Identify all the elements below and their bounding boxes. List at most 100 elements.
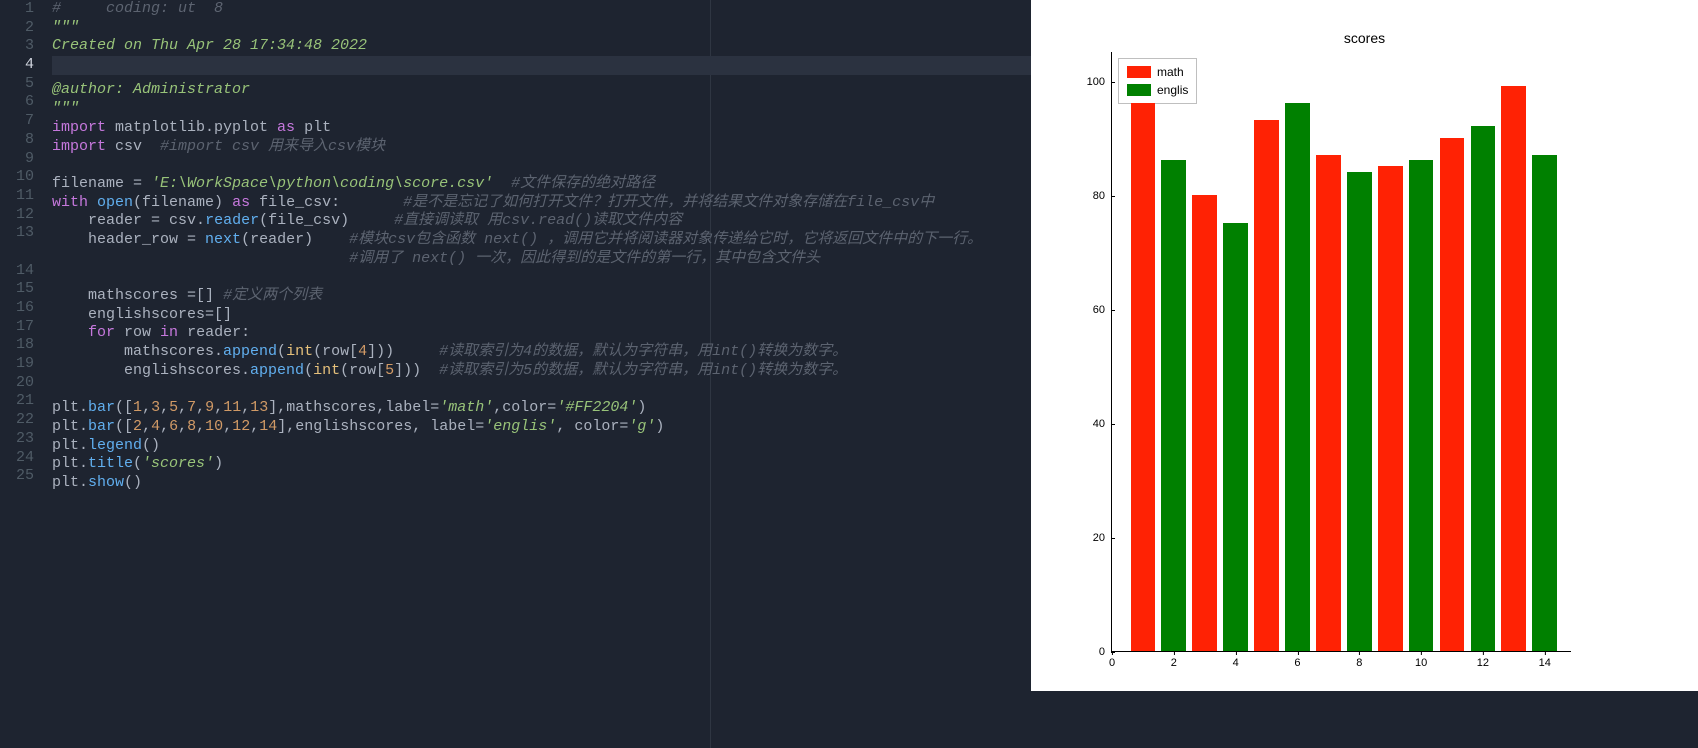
token-id: (file_csv) [259, 212, 394, 229]
code-line[interactable]: reader = csv.reader(file_csv) #直接调读取 用cs… [52, 212, 1031, 231]
token-id: [] [196, 287, 223, 304]
bar-math [1501, 86, 1526, 651]
token-id: ([ [115, 399, 133, 416]
token-fn: show [88, 474, 124, 491]
token-id: ( [304, 362, 313, 379]
code-line[interactable]: #调用了 next() 一次，因此得到的是文件的第一行，其中包含文件头 [52, 250, 1031, 269]
token-id: plt. [52, 474, 88, 491]
token-id: (reader) [241, 231, 349, 248]
code-line[interactable]: mathscores.append(int(row[4])) #读取索引为4的数… [52, 343, 1031, 362]
token-id: , [196, 418, 205, 435]
code-line[interactable]: """ [52, 100, 1031, 119]
token-id: ])) [367, 343, 439, 360]
code-line[interactable] [52, 56, 1031, 75]
legend-swatch [1127, 84, 1151, 96]
token-fn: next [205, 231, 241, 248]
token-id [52, 250, 349, 267]
code-line[interactable]: Created on Thu Apr 28 17:34:48 2022 [52, 37, 1031, 56]
token-num: 2 [133, 418, 142, 435]
token-num: 14 [259, 418, 277, 435]
token-cmt: # coding: ut 8 [52, 0, 223, 17]
token-id: csv [106, 138, 160, 155]
code-line[interactable]: """ [52, 19, 1031, 38]
token-id: , [250, 418, 259, 435]
y-tick-label: 80 [1093, 190, 1105, 202]
token-id: filename [52, 175, 133, 192]
code-line[interactable]: plt.legend() [52, 437, 1031, 456]
token-str: 'g' [628, 418, 655, 435]
line-number: 22 [0, 411, 34, 430]
token-fn: title [88, 455, 133, 472]
x-tick-label: 10 [1415, 657, 1427, 669]
code-line[interactable]: plt.title('scores') [52, 455, 1031, 474]
line-number [0, 243, 34, 262]
token-id: englishscores [52, 306, 205, 323]
token-num: 3 [151, 399, 160, 416]
code-line[interactable]: plt.bar([2,4,6,8,10,12,14],englishscores… [52, 418, 1031, 437]
token-kw: as [277, 119, 295, 136]
bar-math [1131, 103, 1156, 651]
code-line[interactable] [52, 380, 1031, 399]
code-line[interactable]: with open(filename) as file_csv: #是不是忘记了… [52, 194, 1031, 213]
token-id: , [196, 399, 205, 416]
token-fn: open [97, 194, 133, 211]
token-num: 4 [151, 418, 160, 435]
bar-math [1192, 195, 1217, 651]
token-str: 'math' [439, 399, 493, 416]
code-line[interactable]: plt.show() [52, 474, 1031, 493]
code-line[interactable] [52, 156, 1031, 175]
line-number: 16 [0, 299, 34, 318]
bar-math [1440, 138, 1465, 651]
token-id: mathscores. [52, 343, 223, 360]
x-tick-label: 12 [1477, 657, 1489, 669]
token-cmt: #模块csv包含函数 next() ，调用它并将阅读器对象传递给它时，它将返回文… [349, 231, 982, 248]
legend-item: englis [1127, 81, 1188, 99]
token-num: 7 [187, 399, 196, 416]
token-fn: bar [88, 418, 115, 435]
token-op: = [151, 212, 169, 229]
code-area[interactable]: # coding: ut 8"""Created on Thu Apr 28 1… [40, 0, 1031, 748]
token-id: row [115, 324, 160, 341]
token-num: 10 [205, 418, 223, 435]
bar-math [1254, 120, 1279, 651]
line-number: 1 [0, 0, 34, 19]
token-num: 6 [169, 418, 178, 435]
code-line[interactable]: import csv #import csv 用来导入csv模块 [52, 138, 1031, 157]
token-id: (filename) [133, 194, 232, 211]
code-line[interactable] [52, 268, 1031, 287]
token-cmt: #import csv 用来导入csv模块 [160, 138, 385, 155]
bar-englis [1409, 160, 1434, 651]
token-id: ( [133, 455, 142, 472]
token-cmt: #读取索引为5的数据，默认为字符串，用int()转换为数字。 [439, 362, 847, 379]
line-number: 2 [0, 19, 34, 38]
token-kw: with [52, 194, 88, 211]
token-id: plt. [52, 399, 88, 416]
code-editor[interactable]: 1234567891011121314151617181920212223242… [0, 0, 1031, 748]
token-id: ],mathscores,label= [268, 399, 439, 416]
bar-englis [1161, 160, 1186, 651]
code-line[interactable]: @author: Administrator [52, 81, 1031, 100]
code-line[interactable]: mathscores =[] #定义两个列表 [52, 287, 1031, 306]
x-tick-label: 0 [1109, 657, 1115, 669]
token-num: 13 [250, 399, 268, 416]
token-id: , [214, 399, 223, 416]
token-kw: for [88, 324, 115, 341]
token-num: 5 [169, 399, 178, 416]
token-id: (row[ [340, 362, 385, 379]
code-line[interactable]: englishscores.append(int(row[5])) #读取索引为… [52, 362, 1031, 381]
token-fn: bar [88, 399, 115, 416]
code-line[interactable]: for row in reader: [52, 324, 1031, 343]
token-id: reader [52, 212, 151, 229]
code-line[interactable]: import matplotlib.pyplot as plt [52, 119, 1031, 138]
token-num: 9 [205, 399, 214, 416]
code-line[interactable]: englishscores=[] [52, 306, 1031, 325]
token-id: () [142, 437, 160, 454]
token-id: englishscores. [52, 362, 250, 379]
code-line[interactable]: filename = 'E:\WorkSpace\python\coding\s… [52, 175, 1031, 194]
code-line[interactable]: # coding: ut 8 [52, 0, 1031, 19]
token-str: 'E:\WorkSpace\python\coding\score.csv' [151, 175, 493, 192]
line-number: 11 [0, 187, 34, 206]
token-cmt: #读取索引为4的数据，默认为字符串，用int()转换为数字。 [439, 343, 847, 360]
code-line[interactable]: header_row = next(reader) #模块csv包含函数 nex… [52, 231, 1031, 250]
code-line[interactable]: plt.bar([1,3,5,7,9,11,13],mathscores,lab… [52, 399, 1031, 418]
